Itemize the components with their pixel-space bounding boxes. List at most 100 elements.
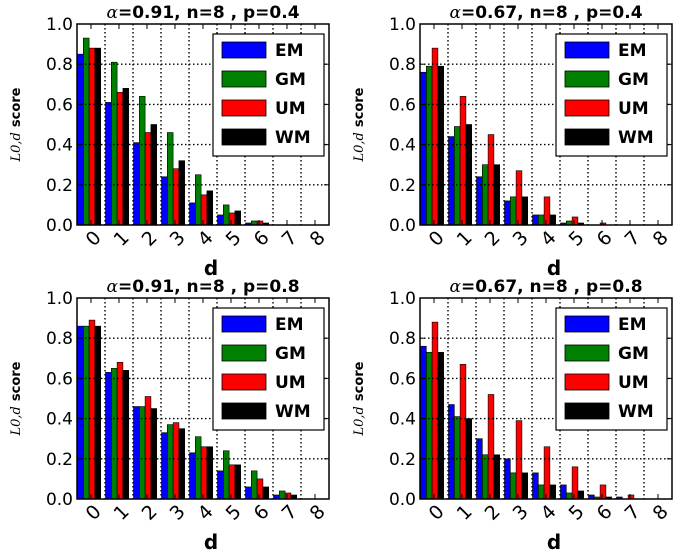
bar-um-d6 (256, 478, 264, 500)
x-tick-label: 2 (481, 501, 505, 525)
bar-wm-d0 (94, 325, 102, 500)
chart-title: α=0.91, n=8 , p=0.8 (106, 277, 299, 297)
bar-um-d1 (459, 96, 467, 226)
chart-title: α=0.91, n=8 , p=0.4 (106, 3, 299, 23)
legend-swatch-gm (564, 70, 610, 88)
bar-wm-d5 (234, 210, 241, 226)
y-tick-label: 0.0 (46, 490, 73, 510)
bar-um-d5 (571, 466, 579, 500)
bar-wm-d6 (262, 486, 269, 500)
bar-gm-d1 (453, 416, 461, 500)
bar-wm-d0 (94, 47, 102, 226)
bar-em-d3 (504, 458, 511, 500)
y-axis-label: L0,d score (9, 87, 24, 162)
x-tick-label: 1 (110, 227, 134, 251)
bar-um-d3 (515, 170, 523, 226)
bar-gm-d1 (453, 126, 461, 226)
x-tick-label: 3 (509, 227, 533, 251)
y-axis-score: score (352, 87, 367, 127)
bar-em-d1 (448, 136, 455, 226)
x-tick-label: 8 (306, 227, 330, 251)
bar-gm-d1 (111, 61, 118, 226)
chart-panel-1: 0.0 0.2 0.4 0.6 0.8 1.0 0 1 2 3 4 5 6 7 8 α=0.91, n=8 ,… (9, 3, 330, 280)
legend-label-em: EM (618, 41, 647, 61)
bar-um-d4 (200, 446, 208, 500)
bar-um-d3 (172, 168, 180, 226)
bar-wm-d1 (465, 124, 472, 226)
bar-um-d5 (228, 212, 236, 226)
y-tick-label: 0.8 (46, 329, 73, 349)
legend-label-wm: WM (618, 128, 654, 148)
bar-um-d3 (172, 422, 180, 500)
x-tick-label: 3 (509, 501, 533, 525)
y-tick-label: 0.6 (46, 95, 73, 115)
x-tick-label: 6 (250, 227, 274, 251)
bar-gm-d4 (537, 484, 545, 500)
x-tick-label: 0 (82, 501, 106, 525)
y-tick-label: 1.0 (46, 15, 73, 35)
x-tick-label: 7 (621, 501, 645, 525)
y-tick-label: 1.0 (389, 289, 416, 309)
x-tick-label: 5 (222, 501, 246, 525)
bar-wm-d3 (178, 160, 185, 226)
bar-um-d1 (116, 362, 124, 500)
bar-wm-d3 (521, 472, 529, 500)
bar-gm-d0 (83, 325, 90, 500)
bar-gm-d2 (481, 454, 489, 500)
bar-wm-d5 (577, 490, 585, 500)
chart-panel-2: 0.0 0.2 0.4 0.6 0.8 1.0 0 1 2 3 4 5 6 7 8 α=0.67, n=8 ,… (352, 3, 673, 280)
x-tick-label: 4 (537, 501, 561, 525)
bar-um-d0 (88, 319, 96, 500)
legend-swatch-um (221, 373, 267, 391)
legend-label-um: UM (275, 373, 306, 393)
y-tick-label: 0.0 (389, 490, 416, 510)
bar-um-d0 (431, 321, 439, 500)
x-axis-label: d (547, 256, 561, 280)
bar-um-d2 (144, 396, 152, 500)
x-tick-label: 8 (306, 501, 330, 525)
bar-wm-d4 (206, 190, 213, 226)
y-axis-label: L0,d score (9, 361, 24, 436)
y-tick-label: 0.6 (389, 95, 416, 115)
legend-swatch-wm (564, 402, 610, 420)
bar-um-d1 (116, 92, 124, 226)
x-tick-label: 0 (425, 227, 449, 251)
x-axis-label: d (547, 530, 561, 554)
legend-label-wm: WM (618, 402, 654, 422)
bar-em-d2 (133, 406, 140, 500)
bar-em-d3 (161, 432, 168, 500)
legend-label-wm: WM (275, 128, 311, 148)
chart-title: α=0.67, n=8 , p=0.8 (449, 277, 642, 297)
bar-em-d2 (476, 438, 483, 500)
x-tick-label: 3 (166, 227, 190, 251)
bar-gm-d0 (425, 351, 433, 500)
bar-gm-d0 (425, 65, 433, 226)
title-text: =0.67, n=8 , p=0.8 (461, 277, 643, 297)
y-tick-label: 0.8 (389, 55, 416, 75)
y-tick-label: 0.6 (46, 369, 73, 389)
bar-em-d1 (105, 102, 112, 226)
x-tick-label: 4 (537, 227, 561, 251)
bar-um-d0 (88, 47, 96, 226)
y-tick-label: 0.2 (46, 450, 73, 470)
bar-wm-d1 (122, 88, 130, 226)
bar-wm-d2 (150, 124, 157, 226)
x-tick-label: 8 (649, 227, 673, 251)
legend-swatch-um (564, 99, 610, 117)
x-tick-label: 2 (138, 501, 162, 525)
legend-label-gm: GM (618, 70, 649, 90)
bar-gm-d4 (537, 214, 545, 226)
x-tick-label: 3 (166, 501, 190, 525)
bar-em-d5 (217, 214, 224, 226)
bar-um-d4 (543, 446, 551, 500)
bar-em-d1 (105, 372, 112, 500)
bar-em-d4 (189, 452, 196, 500)
x-tick-label: 5 (565, 501, 589, 525)
y-tick-label: 0.2 (389, 176, 416, 196)
bar-um-d3 (515, 420, 523, 500)
legend-label-em: EM (618, 315, 647, 335)
x-tick-label: 2 (481, 227, 505, 251)
legend-label-em: EM (275, 315, 304, 335)
bar-wm-d3 (178, 428, 185, 500)
